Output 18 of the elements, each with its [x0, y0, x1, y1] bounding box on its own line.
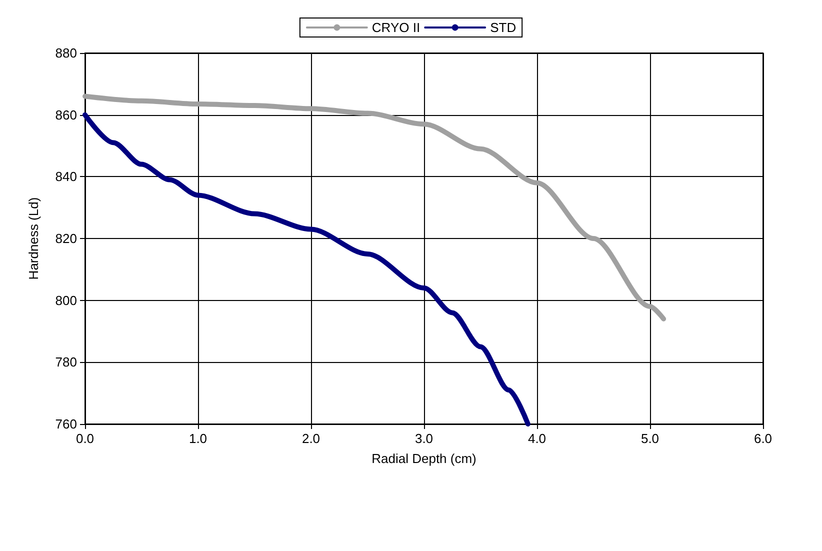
x-tick-label: 5.0	[640, 431, 660, 446]
y-tick-label: 780	[55, 354, 77, 370]
y-axis-title: Hardness (Ld)	[26, 197, 41, 280]
y-tick-label: 880	[55, 46, 77, 60]
x-tick-label: 2.0	[302, 431, 320, 446]
y-tick-label: 860	[55, 107, 77, 122]
y-tick-label: 820	[55, 231, 77, 246]
x-axis-title: Radial Depth (cm)	[372, 451, 476, 466]
x-tick-label: 4.0	[528, 431, 546, 446]
y-tick-label: 800	[55, 292, 77, 308]
x-tick-label: 3.0	[414, 431, 434, 446]
legend-label: STD	[490, 20, 516, 35]
y-tick-label: 840	[55, 169, 77, 184]
x-tick-label: 6.0	[754, 431, 772, 446]
x-tick-label: 0.0	[76, 431, 94, 446]
x-tick-label: 1.0	[188, 431, 208, 446]
legend-label: CRYO II	[372, 20, 420, 35]
y-tick-label: 760	[55, 416, 77, 432]
